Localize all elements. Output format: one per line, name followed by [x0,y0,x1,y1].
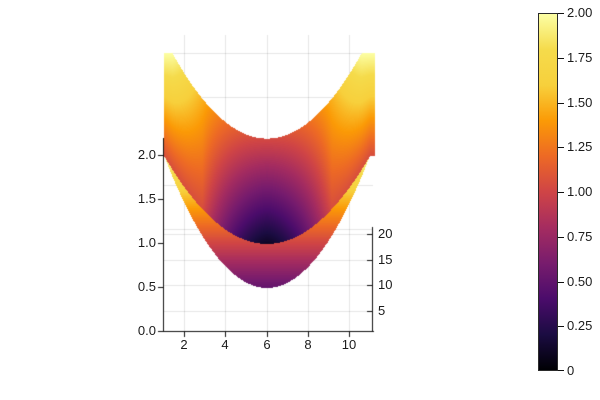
colorbar-tick [558,282,564,283]
colorbar-tick-label: 1.50 [567,95,593,110]
colorbar-tick [558,147,564,148]
z-axis-tick-label: 2.0 [137,147,156,162]
z-axis-tick-label: 0.0 [137,323,156,338]
colorbar-tick-label: 0.75 [567,229,593,244]
colorbar: 0 0.25 0.50 0.75 1.00 1.25 1.50 1.75 2.00 [538,5,592,378]
colorbar-gradient [538,13,558,371]
colorbar-tick [558,58,564,59]
colorbar-tick [558,237,564,238]
colorbar-tick [558,13,564,14]
x-axis-tick-label: 10 [341,337,357,352]
colorbar-tick-label: 1.25 [567,139,593,154]
x-axis-tick-label: 8 [304,337,312,352]
colorbar-tick-label: 1.75 [567,50,593,65]
x-axis-tick-label: 6 [263,337,271,352]
depth-axis-tick-label: 15 [378,252,393,267]
colorbar-tick [558,192,564,193]
z-axis-tick-label: 1.0 [137,235,156,250]
colorbar-tick [558,326,564,327]
depth-axis-tick-label: 20 [378,226,393,241]
colorbar-tick-label: 0 [567,363,575,378]
depth-axis-tick-label: 5 [378,303,386,318]
colorbar-tick-label: 0.25 [567,318,593,333]
x-axis-tick-label: 4 [221,337,229,352]
colorbar-tick [558,103,564,104]
colorbar-tick-label: 0.50 [567,274,593,289]
colorbar-tick [558,370,564,371]
z-axis-tick-label: 1.5 [137,191,156,206]
z-axis-tick-label: 0.5 [137,279,156,294]
colorbar-tick-label: 1.00 [567,184,593,199]
depth-axis-tick-label: 10 [378,277,393,292]
x-axis-tick-label: 2 [180,337,188,352]
colorbar-tick-label: 2.00 [567,5,593,20]
